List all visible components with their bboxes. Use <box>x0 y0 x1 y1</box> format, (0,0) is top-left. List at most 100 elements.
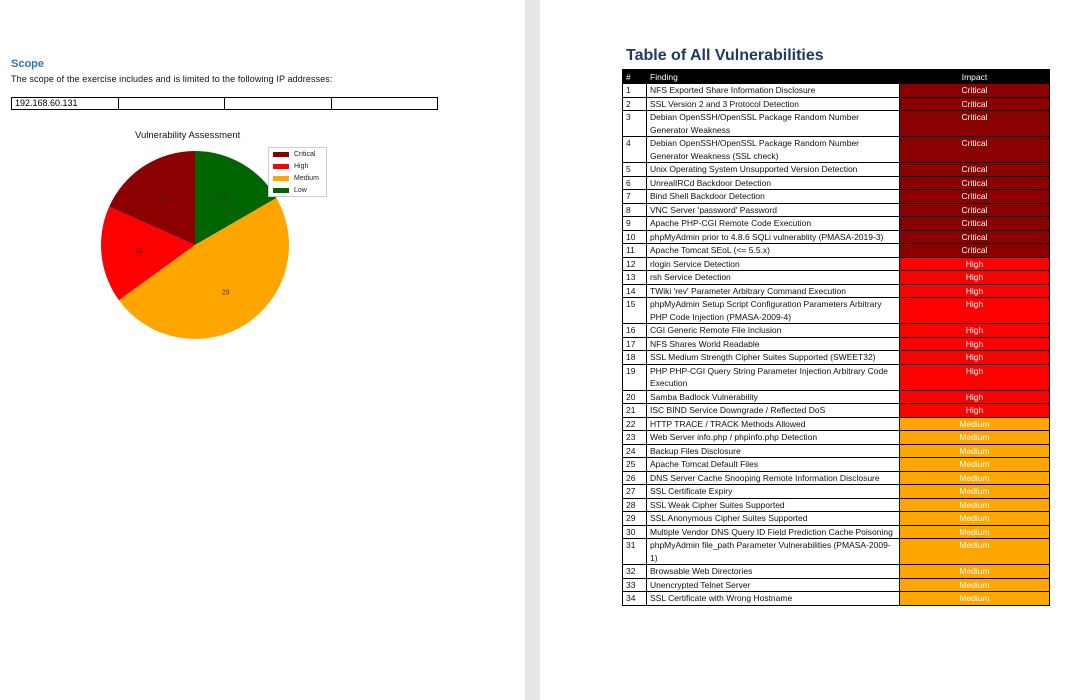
row-number: 13 <box>622 270 647 285</box>
table-row: 33 Unencrypted Telnet Server Medium <box>622 577 1050 592</box>
table-row: 32 Browsable Web Directories Medium <box>622 564 1050 579</box>
row-number: 24 <box>622 443 647 458</box>
vulnerability-table: # Finding Impact 1 NFS Exported Share Inf… <box>622 69 1050 606</box>
row-impact: Critical <box>899 136 1050 163</box>
header-num: # <box>622 69 647 84</box>
row-impact: Medium <box>899 577 1050 592</box>
pie-label-medium: 29 <box>222 289 230 296</box>
row-number: 19 <box>622 363 647 391</box>
ip-cell <box>224 97 332 110</box>
row-impact: High <box>899 403 1050 418</box>
pie-label-critical: 11 <box>161 195 168 202</box>
row-finding: SSL Certificate with Wrong Hostname <box>646 591 900 606</box>
legend-item-low: Low <box>269 185 326 196</box>
row-number: 9 <box>622 216 647 231</box>
row-number: 23 <box>622 430 647 445</box>
row-finding: Bind Shell Backdoor Detection <box>646 189 900 204</box>
table-row: 15 phpMyAdmin Setup Script Configuration … <box>622 297 1050 324</box>
row-impact: Critical <box>899 175 1050 190</box>
row-number: 22 <box>622 416 647 431</box>
row-number: 7 <box>622 189 647 204</box>
table-row: 21 ISC BIND Service Downgrade / Reflected… <box>622 403 1050 418</box>
row-number: 14 <box>622 283 647 298</box>
row-finding: PHP PHP-CGI Query String Parameter Injec… <box>646 363 900 391</box>
row-impact: Medium <box>899 591 1050 606</box>
row-number: 8 <box>622 202 647 217</box>
row-impact: Critical <box>899 162 1050 177</box>
chart-legend: Critical High Medium Low <box>268 147 327 197</box>
document-page-right: Table of All Vulnerabilities # Finding I… <box>540 0 1088 700</box>
pie-chart: 10 29 10 11 <box>101 151 290 339</box>
row-number: 29 <box>622 511 647 526</box>
row-number: 17 <box>622 336 647 351</box>
row-impact: Critical <box>899 189 1050 204</box>
table-row: 26 DNS Server Cache Snooping Remote Infor… <box>622 470 1050 485</box>
table-row: 7 Bind Shell Backdoor Detection Critical <box>622 189 1050 204</box>
row-finding: Samba Badlock Vulnerability <box>646 389 900 404</box>
row-number: 1 <box>622 83 647 98</box>
vulnerability-table-title: Table of All Vulnerabilities <box>626 47 824 64</box>
row-impact: Critical <box>899 243 1050 258</box>
legend-label: Low <box>294 187 307 194</box>
row-impact: Critical <box>899 202 1050 217</box>
row-finding: HTTP TRACE / TRACK Methods Allowed <box>646 416 900 431</box>
row-finding: SSL Medium Strength Cipher Suites Suppor… <box>646 350 900 365</box>
legend-swatch-low <box>273 188 289 193</box>
table-header-row: # Finding Impact <box>622 69 1050 84</box>
pie-label-high: 10 <box>135 248 143 255</box>
row-number: 18 <box>622 350 647 365</box>
row-number: 15 <box>622 297 647 324</box>
row-finding: TWiki 'rev' Parameter Arbitrary Command … <box>646 283 900 298</box>
table-row: 1 NFS Exported Share Information Disclosu… <box>622 83 1050 98</box>
row-finding: NFS Shares World Readable <box>646 336 900 351</box>
table-row: 34 SSL Certificate with Wrong Hostname Med… <box>622 591 1050 606</box>
table-row: 6 UnrealIRCd Backdoor Detection Critical <box>622 175 1050 190</box>
row-finding: Apache PHP-CGI Remote Code Execution <box>646 216 900 231</box>
legend-swatch-medium <box>273 176 289 181</box>
scope-heading: Scope <box>11 58 45 70</box>
row-impact: Medium <box>899 470 1050 485</box>
document-page-left: Scope The scope of the exercise includes… <box>0 0 525 700</box>
row-impact: Critical <box>899 229 1050 244</box>
row-finding: Debian OpenSSH/OpenSSL Package Random Nu… <box>646 136 900 163</box>
table-row: 8 VNC Server 'password' Password Critical <box>622 202 1050 217</box>
legend-label: Medium <box>294 175 319 182</box>
row-number: 20 <box>622 389 647 404</box>
row-impact: Medium <box>899 484 1050 499</box>
table-row: 30 Multiple Vendor DNS Query ID Field Pre… <box>622 524 1050 539</box>
row-finding: NFS Exported Share Information Disclosur… <box>646 83 900 98</box>
row-number: 25 <box>622 457 647 472</box>
row-finding: Multiple Vendor DNS Query ID Field Predi… <box>646 524 900 539</box>
table-row: 25 Apache Tomcat Default Files Medium <box>622 457 1050 472</box>
row-impact: Critical <box>899 96 1050 111</box>
table-row: 22 HTTP TRACE / TRACK Methods Allowed Medi… <box>622 416 1050 431</box>
legend-swatch-critical <box>273 152 289 157</box>
row-number: 28 <box>622 497 647 512</box>
row-finding: Apache Tomcat SEoL (<= 5.5.x) <box>646 243 900 258</box>
row-number: 11 <box>622 243 647 258</box>
row-impact: High <box>899 363 1050 391</box>
table-row: 19 PHP PHP-CGI Query String Parameter Inj… <box>622 363 1050 391</box>
header-impact: Impact <box>899 69 1050 84</box>
row-number: 21 <box>622 403 647 418</box>
row-number: 34 <box>622 591 647 606</box>
row-finding: SSL Version 2 and 3 Protocol Detection <box>646 96 900 111</box>
table-row: 3 Debian OpenSSH/OpenSSL Package Random N… <box>622 110 1050 137</box>
row-finding: SSL Certificate Expiry <box>646 484 900 499</box>
row-finding: CGI Generic Remote File Inclusion <box>646 323 900 338</box>
row-impact: Medium <box>899 443 1050 458</box>
row-number: 16 <box>622 323 647 338</box>
table-row: 24 Backup Files Disclosure Medium <box>622 443 1050 458</box>
table-row: 12 rlogin Service Detection High <box>622 256 1050 271</box>
row-impact: Medium <box>899 538 1050 565</box>
row-finding: Debian OpenSSH/OpenSSL Package Random Nu… <box>646 110 900 137</box>
legend-label: High <box>294 163 309 170</box>
row-impact: High <box>899 389 1050 404</box>
row-number: 5 <box>622 162 647 177</box>
row-finding: Web Server info.php / phpinfo.php Detect… <box>646 430 900 445</box>
ip-cell <box>117 97 225 110</box>
pie-label-low: 10 <box>219 193 227 200</box>
row-impact: High <box>899 297 1050 324</box>
row-number: 2 <box>622 96 647 111</box>
table-row: 10 phpMyAdmin prior to 4.8.6 SQLi vulnera… <box>622 229 1050 244</box>
